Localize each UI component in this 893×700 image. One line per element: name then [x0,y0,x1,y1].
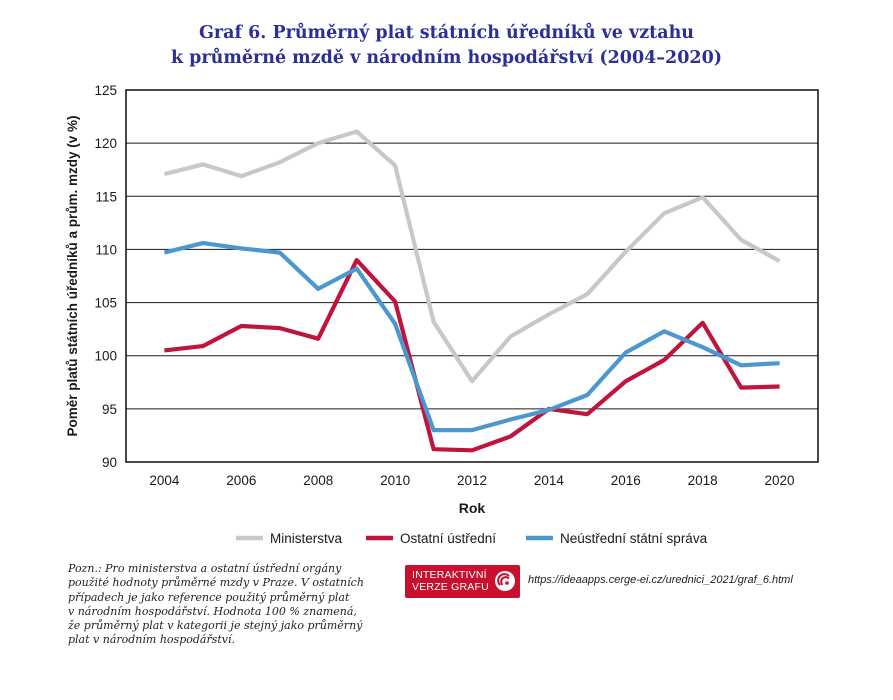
chart-title-line-1: Graf 6. Průměrný plat státních úředníků … [198,23,695,43]
y-tick-label: 95 [102,402,117,417]
footnote: Pozn.: Pro ministerstva a ostatní ústřed… [68,562,398,648]
series-line-2 [164,258,780,453]
x-tick-label: 2010 [380,473,410,488]
x-axis-ticks: 2004 2006 2008 2010 2012 2014 2016 2018 2020 [149,473,794,488]
badge-label-line-1: INTERAKTIVNÍ [412,569,487,581]
radar-signal-icon [495,571,515,591]
x-tick-label: 2006 [226,473,256,488]
legend: Ministerstva Ostatní ústřední Neústřední s… [236,531,708,546]
series-lines [163,129,781,453]
y-axis-ticks: 90 95 100 105 110 115 120 125 [94,83,117,470]
chart-title: Graf 6. Průměrný plat státních úředníků … [0,21,893,71]
interactive-chart-link[interactable]: https://ideaapps.cerge-ei.cz/urednici_20… [528,574,793,586]
x-tick-label: 2008 [303,473,333,488]
legend-label: Neústřední státní správa [560,531,708,546]
y-axis-label: Poměr platů státních úředníků a prům. mz… [65,115,80,436]
y-tick-label: 115 [95,189,117,204]
x-tick-label: 2004 [149,473,180,488]
x-tick-label: 2016 [611,473,641,488]
series-line-1 [163,129,781,384]
y-tick-label: 105 [94,296,117,311]
footnote-line-3: případech je jako reference použitý prům… [68,590,350,604]
x-tick-label: 2012 [457,473,487,488]
legend-label: Ministerstva [270,531,343,546]
badge-label-line-2: VERZE GRAFU [412,581,489,593]
x-axis-label: Rok [459,500,486,516]
y-tick-label: 90 [102,455,117,470]
footnote-line-4: v národním hospodářství. Hodnota 100 % z… [68,604,357,618]
y-tick-label: 120 [94,136,117,151]
legend-label: Ostatní ústřední [400,531,496,546]
footnote-line-2: použité hodnoty průměrné mzdy v Praze. V… [68,576,364,590]
x-tick-label: 2020 [765,473,795,488]
y-tick-label: 110 [95,242,117,257]
interactive-version-button[interactable]: INTERAKTIVNÍ VERZE GRAFU [405,565,520,598]
chart-title-line-2: k průměrné mzdě v národním hospodářství … [170,48,723,68]
y-tick-label: 100 [94,349,117,364]
x-tick-label: 2018 [688,473,718,488]
footnote-line-6: plat v národním hospodářství. [68,633,236,647]
gridlines [126,142,818,410]
series-line-3 [163,241,780,433]
plot-frame [125,89,819,463]
footnote-line-5: že průměrný plat v kategorii je stejný j… [68,619,363,633]
x-tick-label: 2014 [534,473,565,488]
y-tick-label: 125 [94,83,117,98]
footnote-line-1: Pozn.: Pro ministerstva a ostatní ústřed… [68,562,342,575]
